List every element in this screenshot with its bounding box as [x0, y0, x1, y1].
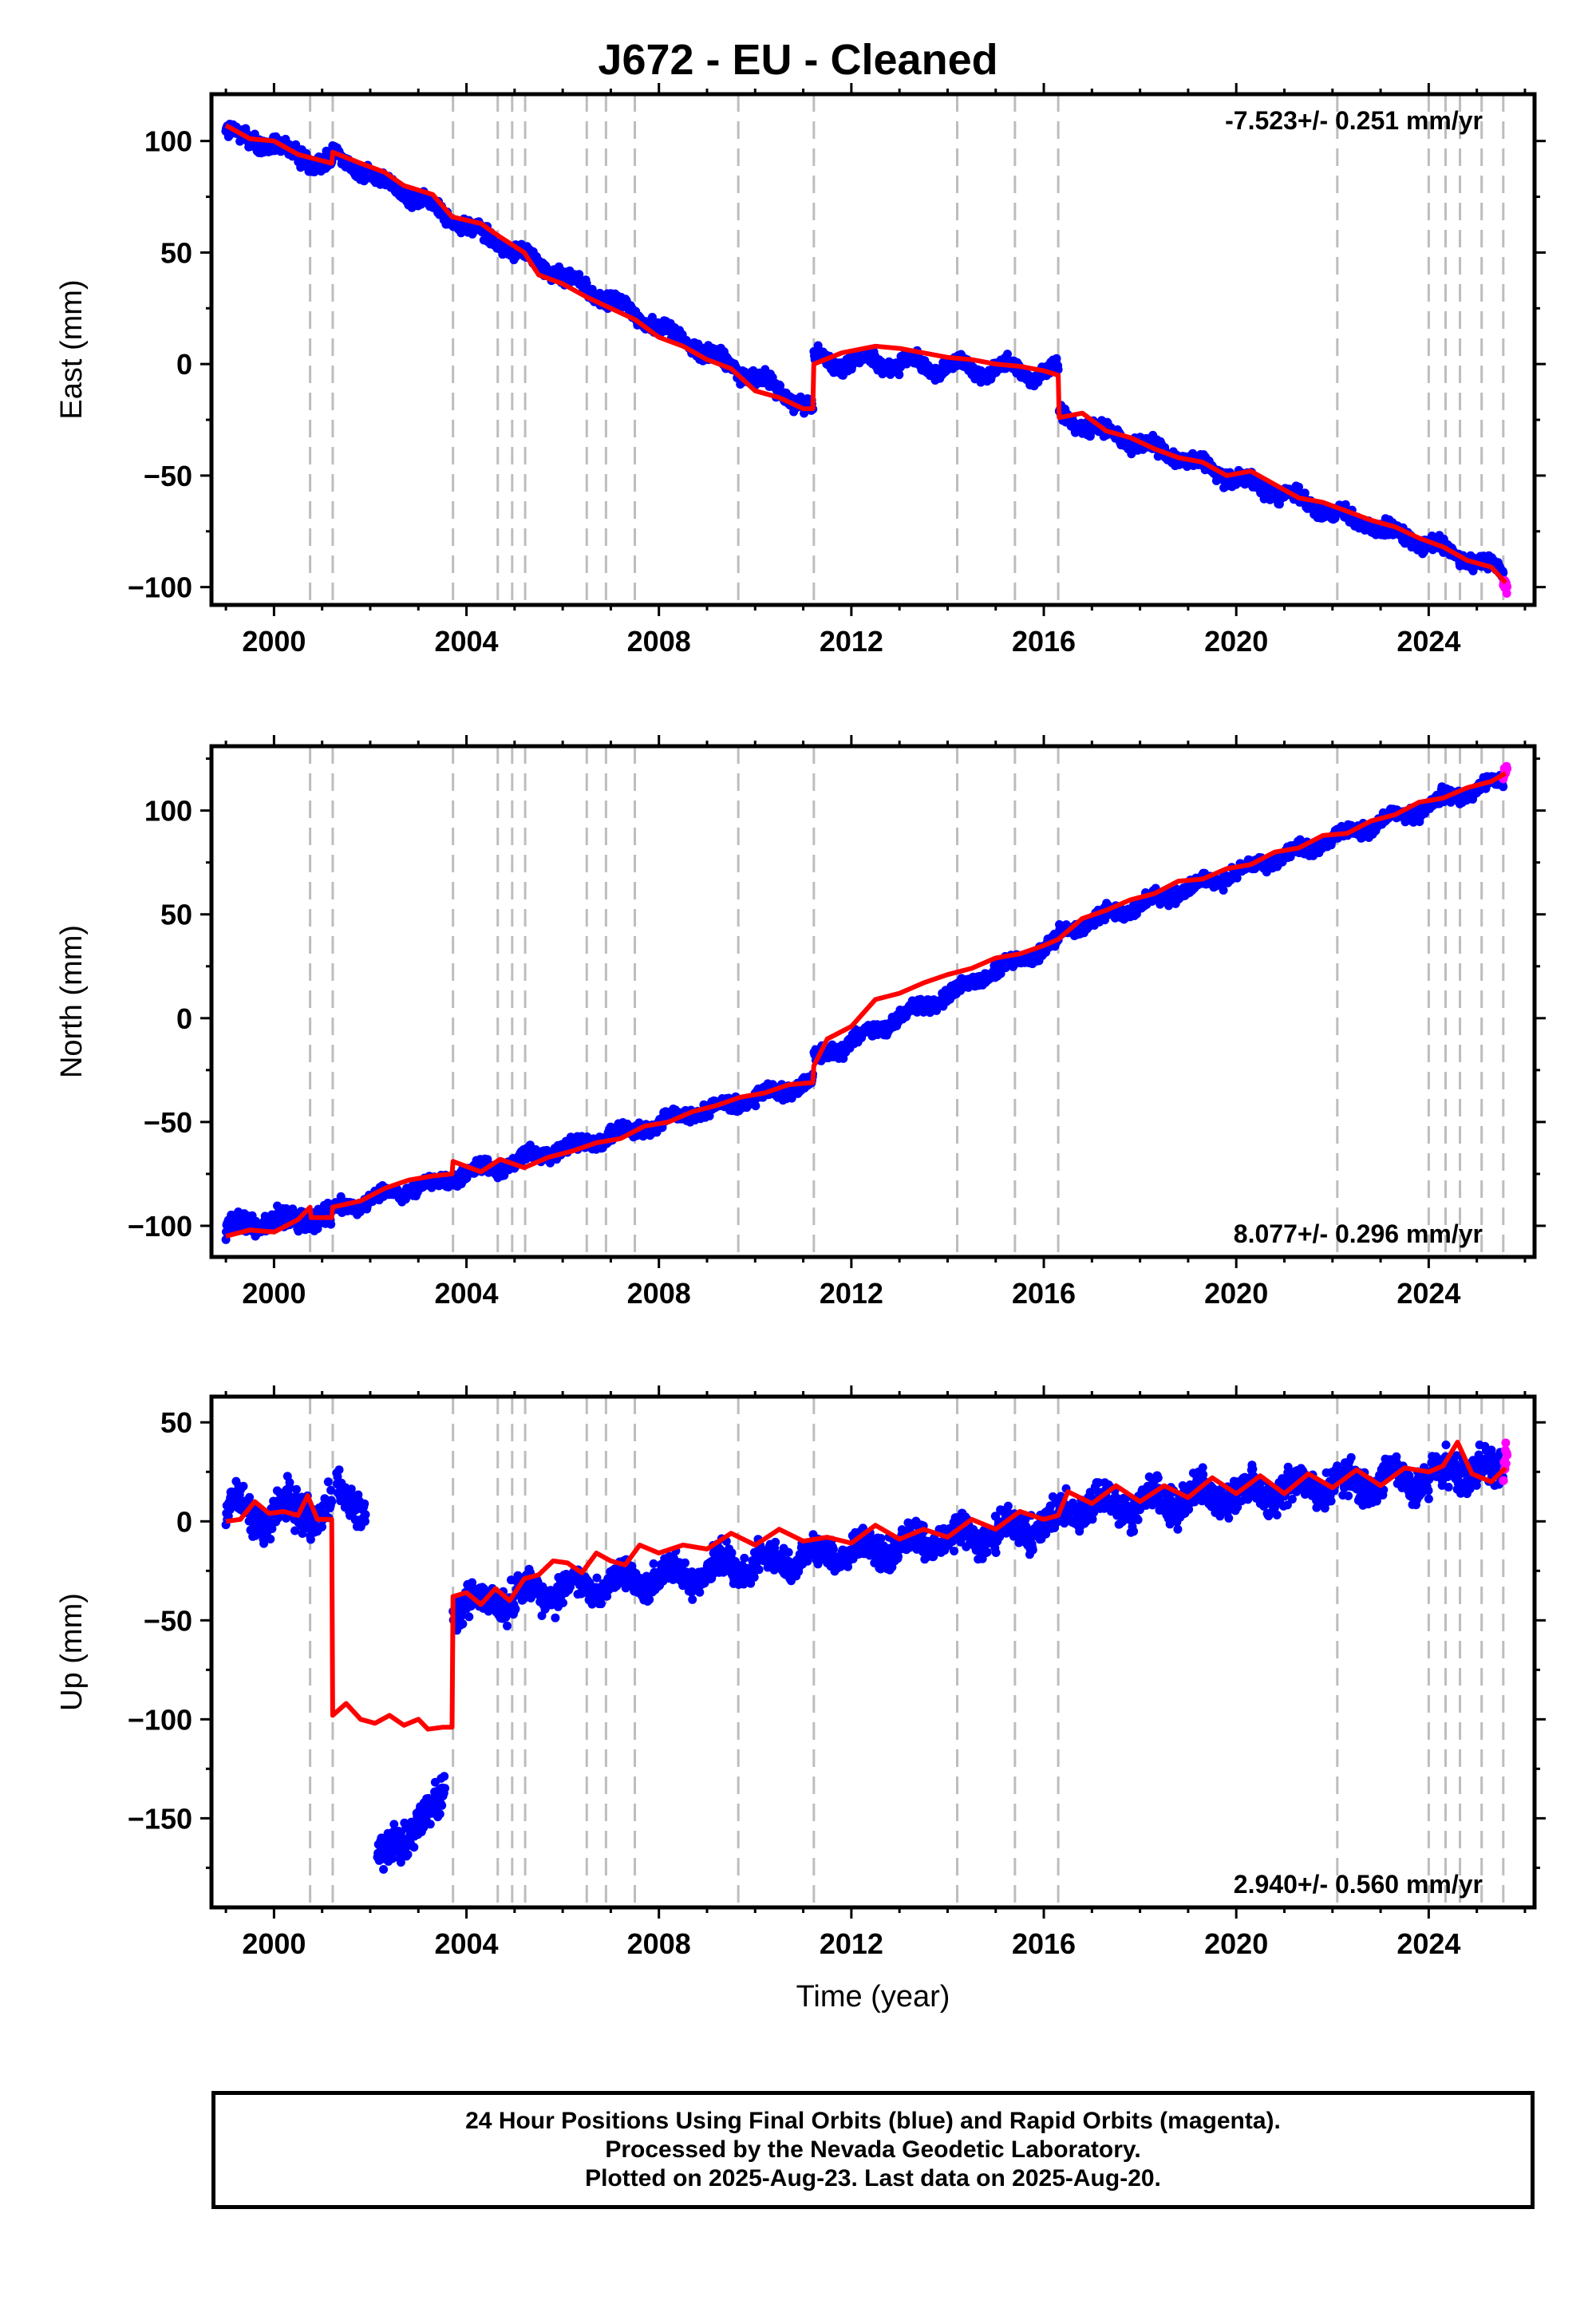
final-orbit-points: [221, 120, 1508, 582]
x-tick-label: 2004: [434, 625, 498, 658]
rate-label: -7.523+/- 0.251 mm/yr: [1225, 106, 1483, 135]
y-tick-label: −50: [144, 460, 192, 492]
y-axis-label: East (mm): [55, 279, 89, 419]
y-tick-label: 100: [144, 125, 192, 158]
plot-frame: [209, 92, 1537, 607]
plot-area: [221, 94, 1512, 605]
data-point: [751, 1101, 760, 1111]
data-point: [1294, 482, 1303, 492]
north-panel: 2000 2004 2008 2012 2016 2020 2024−100−5005010…: [55, 735, 1546, 1310]
y-tick-label: 50: [160, 236, 192, 269]
figure-title: J672 - EU - Cleaned: [598, 36, 998, 84]
x-tick-label: 2024: [1396, 625, 1460, 658]
east-panel: 2000 2004 2008 2012 2016 2020 2024 −100 −50 0 50 10…: [55, 83, 1546, 658]
x-tick-label: 2000: [242, 625, 306, 658]
rapid-data-point: [1503, 582, 1512, 591]
data-point: [483, 1155, 492, 1164]
y-tick-label: 0: [176, 348, 192, 381]
data-point: [322, 146, 331, 156]
model-line: [224, 123, 1508, 585]
data-point: [326, 1219, 336, 1229]
x-tick-label: 2008: [627, 625, 691, 658]
y-tick-label: −100: [128, 571, 192, 604]
x-tick-label: 2020: [1204, 625, 1268, 658]
rapid-data-point: [1502, 589, 1511, 598]
x-tick-label: 2012: [820, 625, 883, 658]
data-point: [1053, 365, 1063, 374]
data-point: [1052, 354, 1061, 363]
data-point: [895, 370, 904, 380]
plot-area: [221, 746, 1512, 1257]
x-tick-label: 2016: [1012, 625, 1076, 658]
